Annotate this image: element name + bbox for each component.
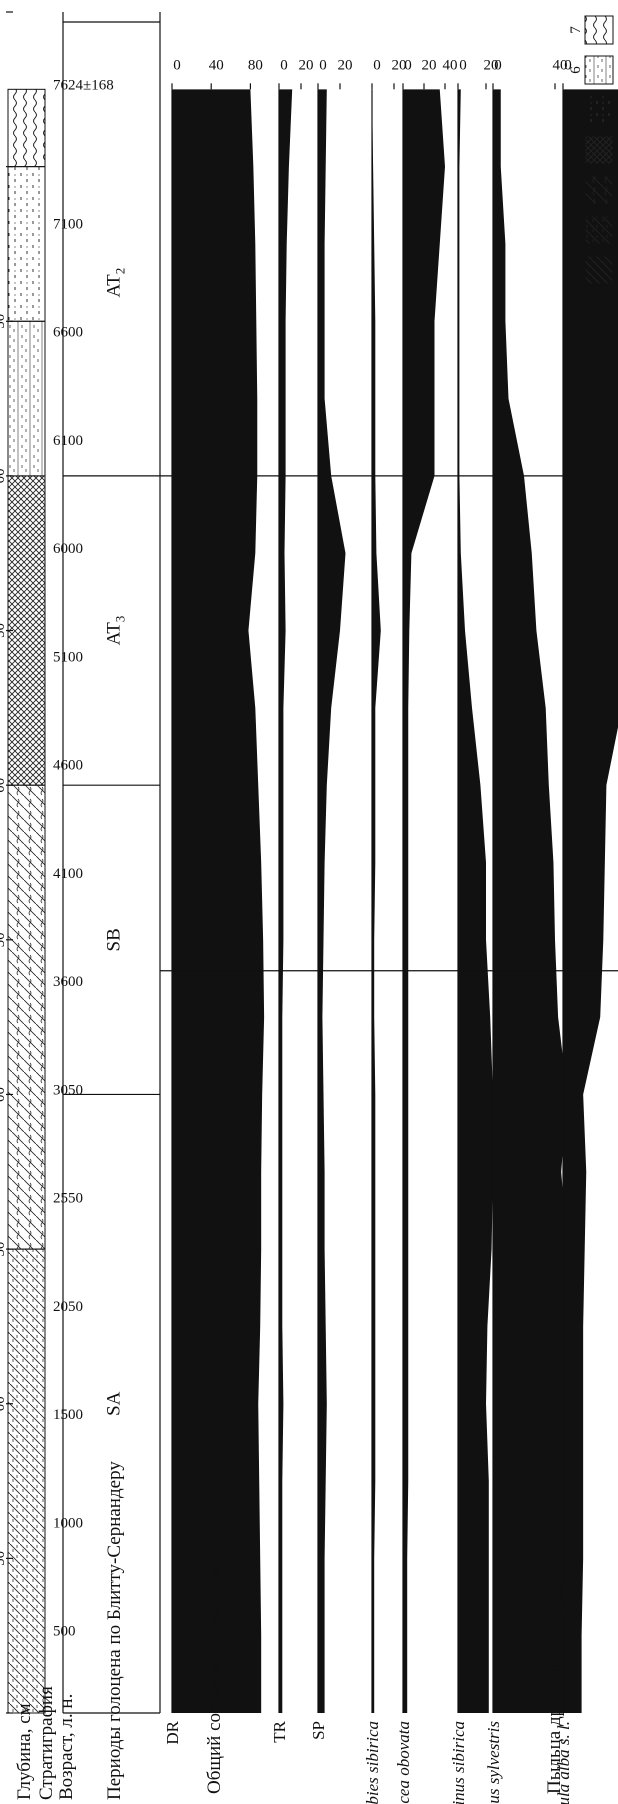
legend-number: 3: [568, 186, 584, 194]
scale-tick-label: 0: [373, 57, 381, 73]
legend-number: 6: [568, 66, 584, 74]
stratigraphy-layer: [7, 784, 46, 1250]
scale-tick-label: 0: [280, 57, 288, 73]
taxon-label: Abies sibirica: [363, 1721, 382, 1804]
stratigraphy-header: Стратиграфия: [36, 1686, 57, 1800]
periods-header: Периоды голоцена по Блитту-Сернандеру: [104, 1461, 125, 1800]
period-subscript: 2: [113, 268, 128, 275]
scale-tick-label: 20: [392, 57, 407, 73]
scale-tick-label: 20: [484, 57, 499, 73]
taxon-label: Pinus sibirica: [449, 1721, 468, 1804]
depth-tick-label: 00: [0, 468, 8, 483]
depth-header: Глубина, см: [14, 1703, 35, 1800]
period-subscript: 3: [113, 616, 128, 623]
age-label: 6100: [53, 433, 83, 449]
depth-tick-label: 50: [0, 1242, 8, 1257]
taxon-label: Betula alba s. l.: [554, 1721, 573, 1804]
period-label: AT3: [104, 616, 128, 646]
legend-swatch-1: [584, 255, 614, 285]
scale-tick-label: 0: [494, 57, 502, 73]
scale-tick-label: 40: [209, 57, 224, 73]
age-label: 6000: [53, 541, 83, 557]
depth-tick-label: 50: [0, 1551, 8, 1566]
depth-tick-label: 50: [0, 623, 8, 638]
age-label: 4600: [53, 758, 83, 774]
depth-tick-label: 50: [0, 314, 8, 329]
taxon-label: DR: [163, 1720, 182, 1744]
age-label: 7100: [53, 216, 83, 232]
age-label: 4100: [53, 866, 83, 882]
legend-swatch-3: [584, 175, 614, 205]
legend-swatch-4: [584, 135, 614, 165]
depth-tick-label: 00: [0, 1087, 8, 1102]
legend-number: 5: [568, 106, 584, 114]
age-label: 7624±168: [53, 77, 114, 93]
stratigraphy-layer: [7, 475, 46, 786]
age-label: 2050: [53, 1299, 83, 1315]
stratigraphy-layer: [7, 320, 46, 477]
period-label: AT2: [104, 268, 128, 298]
scale-tick-label: 20: [299, 57, 314, 73]
age-label: 3050: [53, 1082, 83, 1098]
pollen-curve-pinus-sylvestris: [493, 89, 577, 1713]
taxon-label: SP: [309, 1721, 328, 1740]
pollen-curve-sp: [318, 89, 346, 1713]
age-label: 5100: [53, 649, 83, 665]
diagram-body: SASBAT3AT2500050005000500050500100015002…: [0, 11, 618, 1804]
trees-header: Пыльца древесных пород: [544, 1587, 565, 1794]
scale-tick-label: 0: [173, 57, 181, 73]
legend-number: 7: [568, 26, 584, 34]
period-label: SB: [104, 928, 125, 951]
pollen-curve-dr: [172, 89, 265, 1713]
pollen-curve-picea-obovata: [403, 89, 445, 1713]
age-label: 6600: [53, 325, 83, 341]
age-label: 3600: [53, 974, 83, 990]
period-label: SA: [104, 1391, 125, 1416]
legend-swatch-6: [584, 55, 614, 85]
taxon-label: TR: [270, 1720, 289, 1742]
general-header: Общий состав пыльцы и спор: [204, 1552, 225, 1794]
taxon-label: Pinus sylvestris: [484, 1721, 503, 1804]
scale-tick-label: 20: [422, 57, 437, 73]
legend-number: 4: [568, 146, 584, 154]
stratigraphy-layer: [7, 166, 46, 322]
scale-tick-label: 0: [319, 57, 327, 73]
scale-tick-label: 40: [443, 57, 458, 73]
legend-swatch-2: [584, 215, 614, 245]
scale-tick-label: 20: [338, 57, 353, 73]
scale-tick-label: 0: [459, 57, 467, 73]
age-label: 500: [53, 1624, 76, 1640]
taxon-label: Picea obovata: [394, 1721, 413, 1804]
age-label: 2550: [53, 1191, 83, 1207]
depth-tick-label: 00: [0, 1396, 8, 1411]
scale-tick-label: 0: [404, 57, 412, 73]
age-label: 1500: [53, 1407, 83, 1423]
scale-tick-label: 40: [553, 57, 568, 73]
scale-tick-label: 80: [248, 57, 263, 73]
legend-swatch-5: [584, 95, 614, 125]
stratigraphy-layer: [7, 1248, 46, 1714]
legend-number: 2: [568, 226, 584, 234]
pollen-curve-betula-alba-s-l-: [563, 89, 618, 1713]
depth-tick-label: 50: [0, 932, 8, 947]
pollen-curve-abies-sibirica: [372, 89, 381, 1713]
stratigraphy-layer: [7, 88, 46, 168]
pollen-curve-tr: [279, 89, 293, 1713]
age-label: 1000: [53, 1515, 83, 1531]
legend-number: 1: [568, 266, 584, 274]
pollen-curve-pinus-sibirica: [458, 89, 493, 1713]
scale-tick-label: 0: [564, 57, 572, 73]
age-header: Возраст, л. н.: [56, 1694, 77, 1800]
legend-swatch-7: [584, 15, 614, 45]
depth-tick-label: 00: [0, 778, 8, 793]
